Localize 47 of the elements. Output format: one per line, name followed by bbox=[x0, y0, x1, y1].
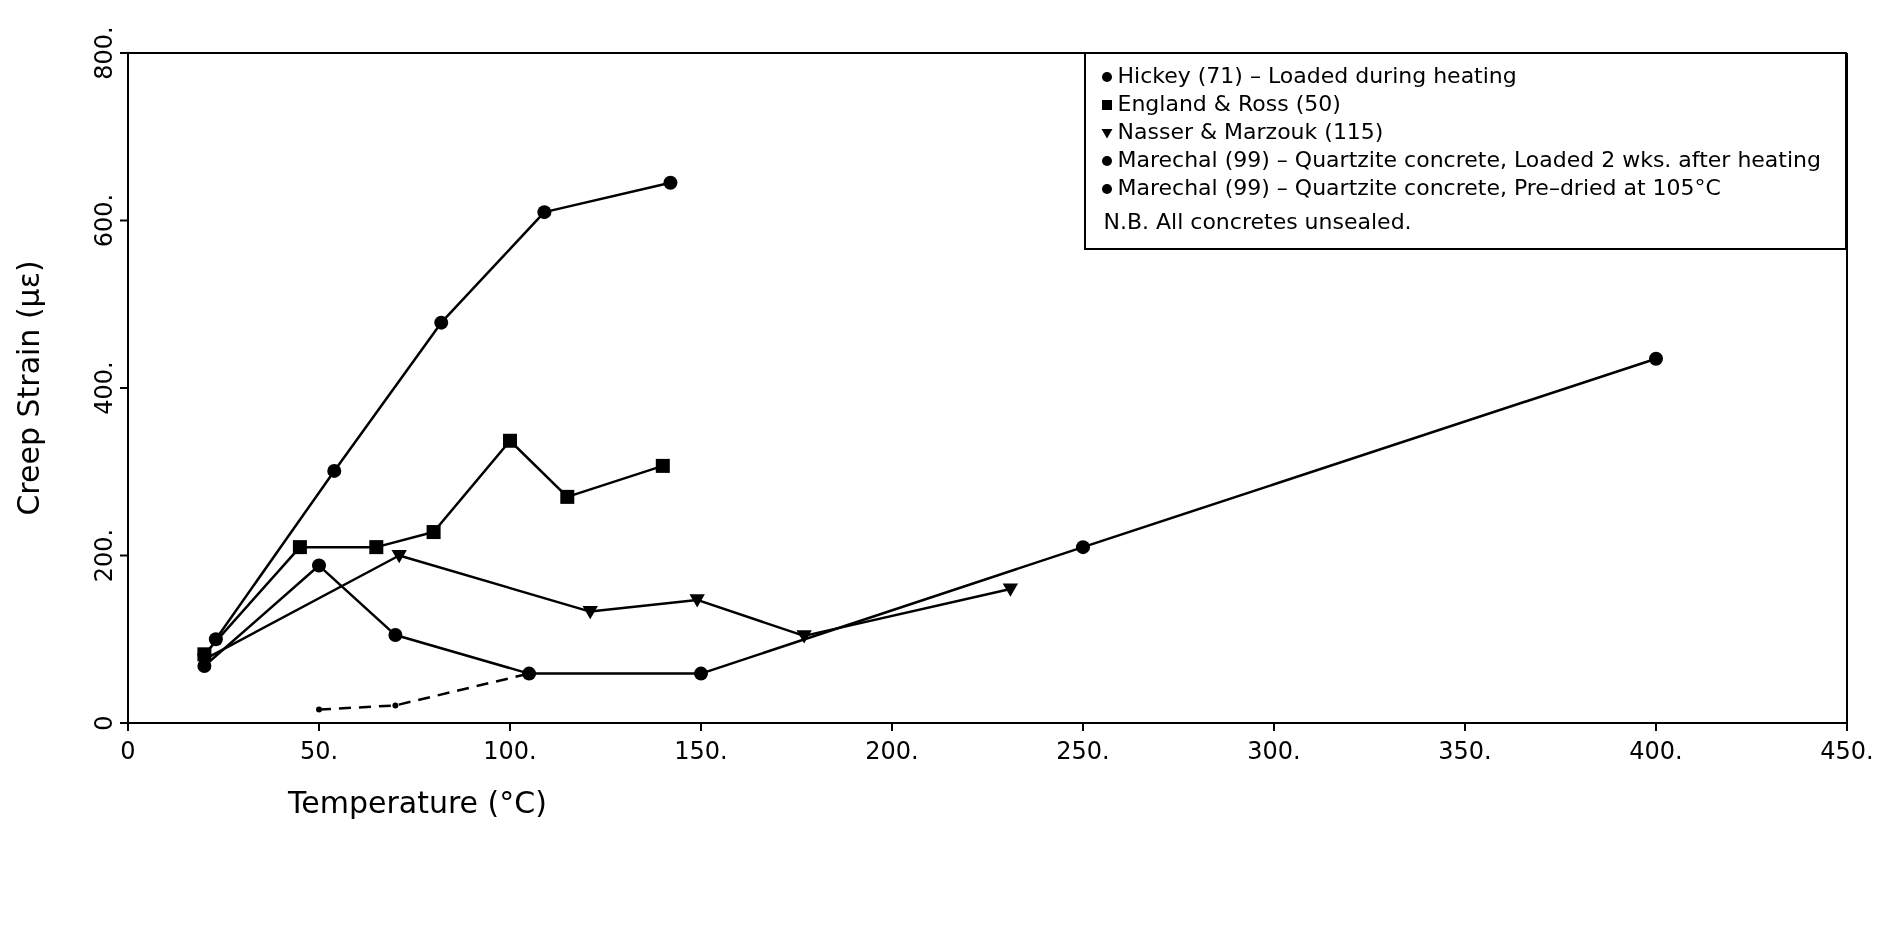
point bbox=[208, 632, 223, 647]
point bbox=[537, 205, 552, 220]
y-tick-label: 0 bbox=[90, 715, 118, 731]
x-tick-label: 300. bbox=[1247, 737, 1301, 765]
y-tick-label: 400. bbox=[90, 361, 118, 415]
point bbox=[312, 558, 326, 573]
y-axis-title: Creep Strain (με) bbox=[10, 260, 46, 516]
x-tick-label: 50. bbox=[299, 737, 339, 765]
y-tick-label: 600. bbox=[90, 193, 118, 248]
point bbox=[1076, 540, 1090, 555]
x-tick-label: 0 bbox=[120, 737, 136, 765]
legend-label: Hickey (71) – Loaded during heating bbox=[1116, 62, 1518, 90]
y-tick-label: 200. bbox=[90, 528, 118, 583]
x-tick-label: 250. bbox=[1056, 737, 1110, 765]
point bbox=[663, 175, 678, 190]
point bbox=[292, 540, 307, 555]
point bbox=[503, 433, 517, 448]
legend-label: Marechal (99) – Quartzite concrete, Pre–dried at 105°C bbox=[1116, 174, 1722, 202]
point bbox=[1002, 583, 1019, 597]
x-axis-title: Temperature (°C) bbox=[287, 785, 547, 820]
point bbox=[560, 489, 575, 504]
point bbox=[796, 630, 812, 644]
x-tick-label: 200. bbox=[865, 737, 919, 765]
x-tick-label: 100. bbox=[483, 737, 537, 765]
x-tick-label: 450. bbox=[1820, 737, 1874, 765]
x-tick-label: 400. bbox=[1629, 737, 1683, 765]
point bbox=[426, 525, 441, 540]
x-tick-label: 350. bbox=[1438, 737, 1492, 765]
point bbox=[655, 458, 670, 473]
legend-label: Marechal (99) – Quartzite concrete, Loaded 2 wks. after heating bbox=[1116, 146, 1821, 174]
point bbox=[392, 702, 399, 709]
x-tick-label: 150. bbox=[674, 737, 728, 765]
legend-label: England & Ross (50) bbox=[1116, 90, 1342, 118]
annotation: N.B. All concretes unsealed. bbox=[1103, 208, 1413, 236]
point bbox=[197, 659, 212, 674]
point bbox=[391, 549, 407, 564]
point bbox=[316, 706, 322, 713]
point bbox=[694, 666, 708, 681]
legend-label: Nasser & Marzouk (115) bbox=[1116, 118, 1385, 146]
point bbox=[388, 628, 403, 643]
point bbox=[327, 463, 342, 478]
point bbox=[582, 606, 598, 620]
point bbox=[369, 540, 384, 555]
y-tick-label: 800. bbox=[90, 26, 118, 80]
point bbox=[689, 594, 705, 608]
point bbox=[1649, 351, 1663, 366]
point bbox=[434, 315, 449, 330]
